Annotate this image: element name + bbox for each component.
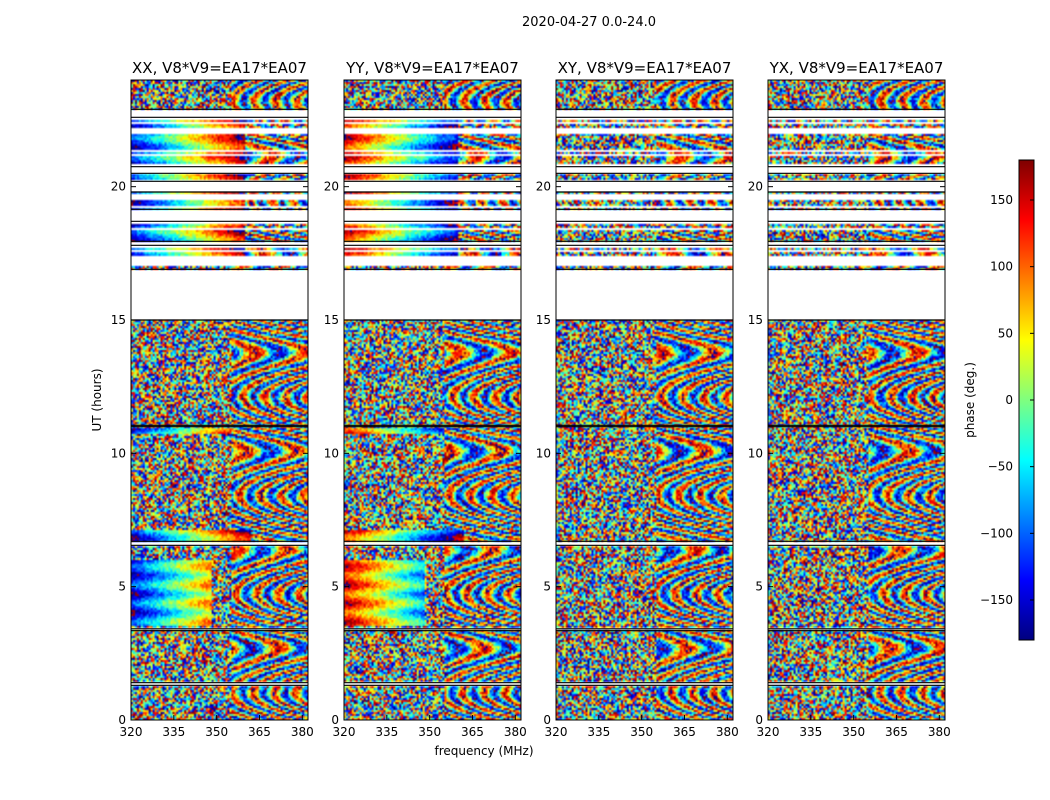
y-axis-label: UT (hours) — [90, 368, 104, 431]
colorbar-tick-label: −150 — [980, 593, 1013, 607]
panel-frame — [343, 79, 522, 721]
x-tick-label: 335 — [375, 725, 398, 739]
y-tick-label: 10 — [536, 446, 551, 460]
panel-xx: XX, V8*V9=EA17*EA07 320 335 350 365 380 0 5 10 15… — [111, 59, 314, 739]
panel-frame — [130, 79, 309, 721]
x-tick-label: 320 — [757, 725, 780, 739]
y-tick-label: 20 — [324, 180, 339, 194]
y-tick-label: 10 — [748, 446, 763, 460]
y-tick-label: 5 — [331, 580, 339, 594]
y-tick-label: 20 — [748, 180, 763, 194]
y-tick-label: 20 — [111, 180, 126, 194]
panels: XX, V8*V9=EA17*EA07 320 335 350 365 380 0 5 10 15… — [111, 59, 951, 739]
phase-heatmap-yy — [344, 80, 521, 720]
x-tick-label: 350 — [205, 725, 228, 739]
panel-title: YY, V8*V9=EA17*EA07 — [345, 59, 519, 77]
phase-heatmap-xy — [556, 80, 733, 720]
panel-frame — [555, 79, 734, 721]
y-tick-label: 20 — [536, 180, 551, 194]
x-tick-label: 380 — [928, 725, 951, 739]
y-tick-label: 0 — [118, 713, 126, 727]
y-tick-label: 15 — [748, 313, 763, 327]
colorbar-tick-label: 50 — [998, 326, 1013, 340]
colorbar-tick-label: −100 — [980, 526, 1013, 540]
colorbar-tick-label: 100 — [990, 260, 1013, 274]
x-tick-label: 320 — [333, 725, 356, 739]
phase-heatmap-xx — [131, 80, 308, 720]
x-tick-label: 350 — [630, 725, 653, 739]
x-tick-label: 365 — [461, 725, 484, 739]
y-tick-label: 15 — [536, 313, 551, 327]
x-tick-label: 365 — [885, 725, 908, 739]
y-tick-label: 0 — [543, 713, 551, 727]
x-tick-label: 320 — [545, 725, 568, 739]
x-tick-label: 365 — [673, 725, 696, 739]
x-tick-label: 380 — [716, 725, 739, 739]
panel-xy: XY, V8*V9=EA17*EA07 320 335 350 365 380 0 5 10 15… — [536, 59, 739, 739]
panel-title: XY, V8*V9=EA17*EA07 — [558, 59, 732, 77]
x-tick-label: 335 — [799, 725, 822, 739]
colorbar-tick-label: 150 — [990, 193, 1013, 207]
x-tick-label: 350 — [842, 725, 865, 739]
colorbar-tick-label: 0 — [1005, 393, 1013, 407]
colorbar-label: phase (deg.) — [963, 362, 977, 438]
y-tick-label: 15 — [111, 313, 126, 327]
x-tick-label: 350 — [418, 725, 441, 739]
x-tick-label: 335 — [162, 725, 185, 739]
panel-title: YX, V8*V9=EA17*EA07 — [769, 59, 944, 77]
y-tick-label: 0 — [331, 713, 339, 727]
panel-title: XX, V8*V9=EA17*EA07 — [132, 59, 307, 77]
x-tick-label: 380 — [504, 725, 527, 739]
y-tick-label: 5 — [543, 580, 551, 594]
y-tick-label: 0 — [755, 713, 763, 727]
panel-yy: YY, V8*V9=EA17*EA07 320 335 350 365 380 0 5 10 15… — [324, 59, 527, 739]
panel-yx: YX, V8*V9=EA17*EA07 320 335 350 365 380 0 5 10 15… — [748, 59, 951, 739]
panel-frame — [767, 79, 946, 721]
x-tick-label: 365 — [248, 725, 271, 739]
y-tick-label: 5 — [118, 580, 126, 594]
x-axis-label: frequency (MHz) — [434, 744, 533, 758]
x-tick-label: 335 — [587, 725, 610, 739]
figure-title: 2020-04-27 0.0-24.0 — [522, 15, 656, 30]
x-tick-label: 380 — [291, 725, 314, 739]
colorbar: phase (deg.) 150 100 50 0 −50 −100 −150 — [963, 159, 1035, 641]
x-tick-label: 320 — [120, 725, 143, 739]
phase-heatmap-yx — [768, 80, 945, 720]
y-tick-label: 15 — [324, 313, 339, 327]
y-tick-label: 5 — [755, 580, 763, 594]
colorbar-tick-label: −50 — [988, 460, 1013, 474]
y-tick-label: 10 — [111, 446, 126, 460]
y-tick-label: 10 — [324, 446, 339, 460]
